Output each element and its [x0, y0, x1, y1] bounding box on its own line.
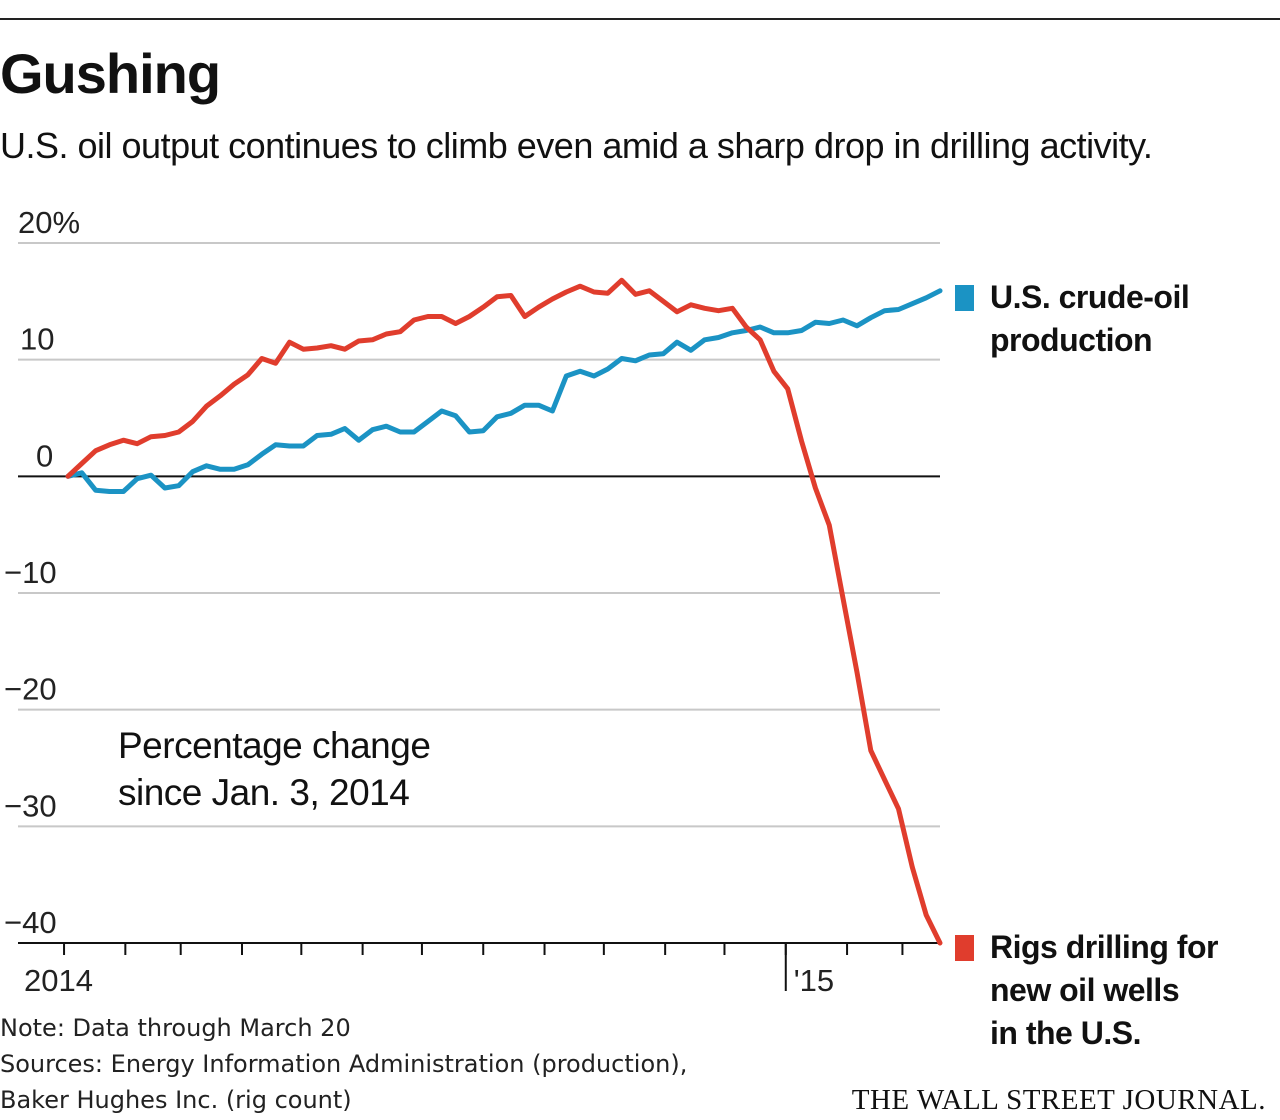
legend-production: U.S. crude-oil production: [955, 276, 1270, 362]
series-line-rigs: [65, 277, 943, 946]
chart-title: Gushing: [0, 42, 221, 105]
legend-production-line-2: production: [990, 322, 1153, 358]
annotation-line-2: since Jan. 3, 2014: [118, 772, 410, 813]
y-tick-label: −20: [4, 672, 57, 707]
y-tick-label: −40: [4, 905, 57, 940]
legend-production-line-1: U.S. crude-oil: [990, 279, 1190, 315]
legend-rigs-line-3: in the U.S.: [990, 1015, 1141, 1051]
legend-rigs-line-1: Rigs drilling for: [990, 929, 1218, 965]
note-text: Note: Data through March 20: [0, 1014, 351, 1042]
y-tick-label: 0: [36, 438, 53, 473]
chart-subtitle: U.S. oil output continues to climb even …: [0, 125, 1153, 166]
legend-swatch-rigs: [955, 935, 974, 961]
legend-swatch-production: [955, 285, 974, 311]
annotation-line-1: Percentage change: [118, 725, 431, 766]
x-axis: 2014 '15: [24, 943, 904, 998]
series-lines: [65, 277, 943, 946]
y-tick-label: 20%: [18, 205, 80, 240]
gridlines: [18, 242, 940, 944]
footnotes: Note: Data through March 20 Sources: Ene…: [0, 1010, 687, 1118]
top-rule: [0, 18, 1280, 20]
publisher-logo: THE WALL STREET JOURNAL.: [851, 1084, 1266, 1116]
line-chart: 20% 10 0 −10 −20 −30 −40 2014 '15: [4, 205, 943, 998]
legend-rigs-line-2: new oil wells: [990, 972, 1180, 1008]
series-line-production: [65, 288, 943, 494]
sources-line-2: Baker Hughes Inc. (rig count): [0, 1086, 352, 1114]
legend-rigs: Rigs drilling for new oil wells in the U…: [955, 926, 1270, 1055]
y-tick-label: −10: [4, 555, 57, 590]
x-tick-label: '15: [794, 963, 834, 998]
x-tick-label: 2014: [24, 963, 93, 998]
y-axis-tick-labels: 20% 10 0 −10 −20 −30 −40: [4, 205, 80, 940]
y-tick-label: 10: [20, 322, 54, 357]
y-tick-label: −30: [4, 788, 57, 823]
y-axis-annotation: Percentage change since Jan. 3, 2014: [118, 722, 431, 816]
sources-line-1: Sources: Energy Information Administrati…: [0, 1050, 688, 1078]
